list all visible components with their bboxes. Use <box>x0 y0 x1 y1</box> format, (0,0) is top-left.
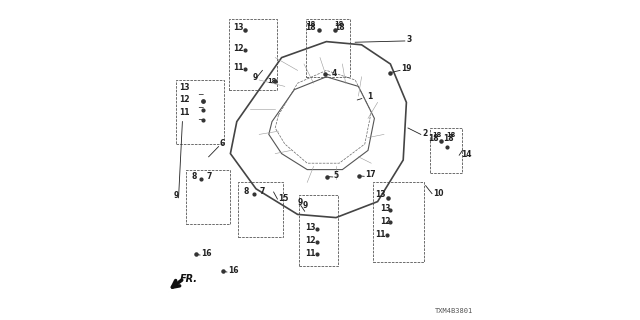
Text: 18: 18 <box>432 132 441 138</box>
Text: 11: 11 <box>305 249 316 258</box>
Text: FR.: FR. <box>180 274 198 284</box>
Point <box>312 252 322 257</box>
Point <box>240 47 250 52</box>
Text: 11: 11 <box>376 230 386 239</box>
Text: 18: 18 <box>334 23 344 32</box>
Text: 18: 18 <box>268 77 276 84</box>
Text: 18: 18 <box>335 20 344 27</box>
Point <box>320 72 330 77</box>
Text: 9: 9 <box>252 73 257 82</box>
Point <box>442 145 452 150</box>
Text: 13: 13 <box>233 23 244 32</box>
Text: ─: ─ <box>198 102 203 111</box>
Text: 11: 11 <box>179 108 189 117</box>
Text: 17: 17 <box>365 170 376 179</box>
Text: 8: 8 <box>244 187 249 196</box>
Point <box>436 138 446 143</box>
Text: 9: 9 <box>174 191 179 200</box>
Text: 9: 9 <box>303 201 308 210</box>
Text: 18: 18 <box>307 20 316 27</box>
Point <box>191 252 201 257</box>
Text: 7: 7 <box>260 187 265 196</box>
Text: 13: 13 <box>179 83 189 92</box>
Text: 1: 1 <box>357 92 372 100</box>
Text: 18: 18 <box>428 134 439 143</box>
Point <box>248 191 259 196</box>
Text: 14: 14 <box>461 150 471 159</box>
Point <box>240 28 250 33</box>
Text: ─: ─ <box>198 115 203 124</box>
Point <box>312 239 322 244</box>
Text: 13: 13 <box>305 223 316 232</box>
Text: 8: 8 <box>192 172 197 181</box>
Point <box>269 78 280 83</box>
Point <box>385 207 395 212</box>
Text: 6: 6 <box>220 139 225 148</box>
Text: 12: 12 <box>179 95 189 104</box>
Text: 15: 15 <box>278 194 289 203</box>
Text: 9: 9 <box>298 198 303 207</box>
Text: 18: 18 <box>443 134 453 143</box>
Point <box>330 28 340 33</box>
Text: 13: 13 <box>380 204 391 213</box>
Text: 10: 10 <box>434 189 444 198</box>
Text: 12: 12 <box>380 217 391 226</box>
Point <box>312 226 322 231</box>
Text: 18: 18 <box>305 23 316 32</box>
Point <box>198 108 209 113</box>
Point <box>383 196 393 201</box>
Text: 12: 12 <box>233 44 244 53</box>
Text: 3: 3 <box>406 35 412 44</box>
Point <box>198 98 209 103</box>
Point <box>198 117 209 123</box>
Text: 13: 13 <box>376 190 386 199</box>
Text: 11: 11 <box>233 63 244 72</box>
Text: ─: ─ <box>198 89 203 98</box>
Text: 5: 5 <box>334 171 339 180</box>
Point <box>314 28 324 33</box>
Point <box>322 174 332 179</box>
Point <box>218 269 228 274</box>
Point <box>354 173 364 179</box>
Point <box>382 233 392 238</box>
Point <box>385 70 395 75</box>
Text: TXM4B3801: TXM4B3801 <box>435 308 474 314</box>
Point <box>385 220 395 225</box>
Point <box>240 66 250 71</box>
Text: 16: 16 <box>201 249 211 258</box>
Text: 16: 16 <box>228 266 238 275</box>
Text: 19: 19 <box>401 64 412 73</box>
Text: 4: 4 <box>332 69 337 78</box>
Text: 2: 2 <box>422 129 428 138</box>
Text: 7: 7 <box>207 172 212 181</box>
Text: 12: 12 <box>305 236 316 245</box>
Text: 18: 18 <box>445 132 455 138</box>
Point <box>196 177 206 182</box>
